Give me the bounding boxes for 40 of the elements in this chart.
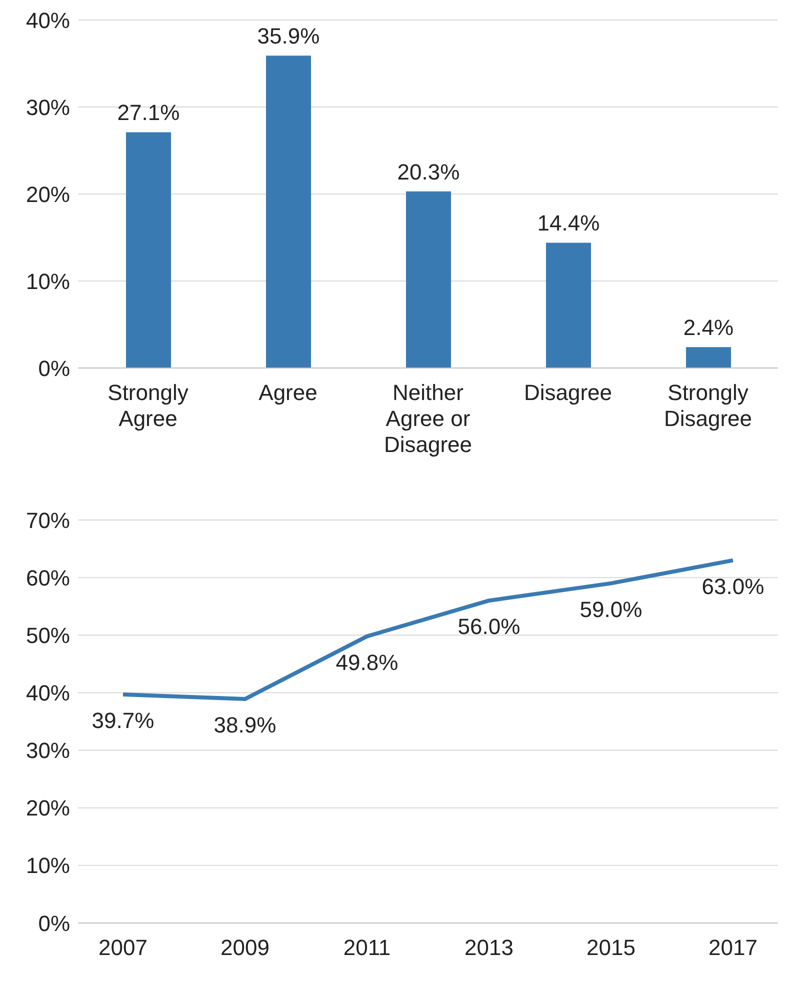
data-label: 38.9% (214, 712, 276, 738)
data-label: 56.0% (458, 614, 520, 640)
data-label: 2.4% (683, 315, 734, 340)
data-label: 63.0% (702, 574, 764, 599)
x-tick-label: Agree (258, 380, 318, 405)
x-tick-label: 2007 (98, 935, 148, 960)
y-tick-label: 20% (26, 796, 70, 821)
data-label: 27.1% (117, 100, 180, 126)
y-tick-label: 40% (26, 680, 70, 706)
x-tick-label: 2011 (343, 935, 391, 960)
x-tick-label: 2015 (586, 935, 636, 960)
y-tick-label: 10% (26, 268, 70, 294)
bar (406, 191, 451, 368)
x-tick-label: Neither Agree or Disagree (384, 380, 472, 457)
data-label: 39.7% (92, 708, 154, 734)
x-tick-label: 2017 (708, 935, 758, 960)
data-label: 14.4% (537, 210, 600, 236)
bar (546, 242, 591, 368)
y-tick-label: 30% (26, 738, 70, 764)
y-tick-label: 0% (38, 356, 70, 381)
y-tick-label: 60% (26, 565, 70, 590)
y-tick-label: 30% (26, 94, 70, 120)
data-label: 59.0% (580, 596, 642, 622)
x-tick-label: Strongly Disagree (664, 380, 752, 431)
y-tick-label: 0% (38, 910, 70, 936)
bar (266, 56, 311, 368)
y-tick-label: 20% (26, 182, 70, 207)
x-tick-label: 2013 (464, 935, 514, 960)
x-tick-label: Disagree (524, 380, 612, 405)
x-tick-label: Strongly Agree (108, 380, 188, 431)
bar (686, 347, 731, 368)
y-tick-label: 40% (26, 8, 70, 33)
y-tick-label: 70% (26, 508, 70, 533)
bar (126, 132, 171, 368)
data-label: 49.8% (336, 650, 398, 675)
y-tick-label: 50% (26, 622, 70, 648)
x-tick-label: 2009 (220, 935, 270, 960)
y-tick-label: 10% (26, 853, 70, 878)
data-label: 35.9% (257, 24, 320, 49)
data-label: 20.3% (397, 159, 460, 184)
